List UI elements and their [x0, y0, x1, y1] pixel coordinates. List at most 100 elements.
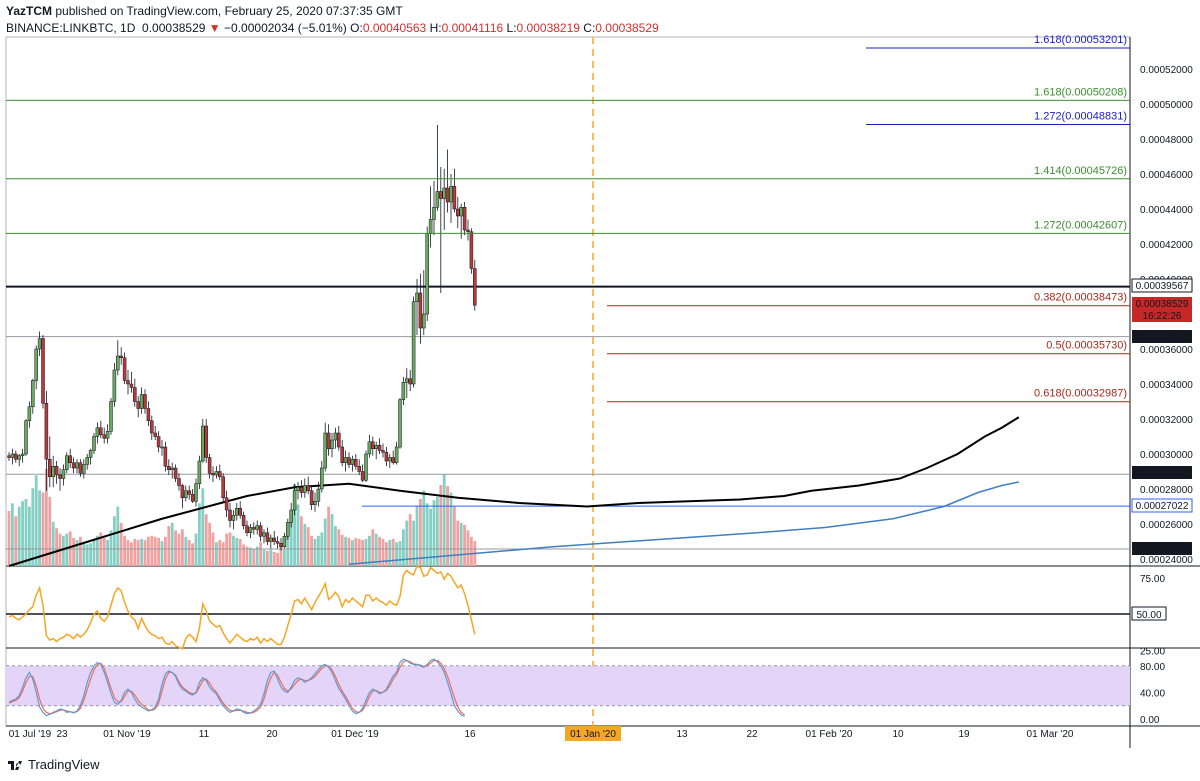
rsi-tick-label: 25.00 — [1140, 646, 1165, 657]
stoch-tick-label: 80.00 — [1140, 662, 1165, 673]
volume-bar — [150, 535, 154, 566]
tradingview-logo-icon[interactable] — [8, 759, 24, 771]
volume-bar — [177, 533, 181, 566]
volume-bar — [398, 541, 402, 566]
candle-body — [218, 471, 222, 477]
candle-body — [364, 453, 368, 481]
volume-bar — [109, 530, 113, 566]
candle-body — [65, 455, 69, 470]
volume-bar — [7, 510, 11, 566]
candle-body — [340, 446, 344, 463]
candle-body — [214, 471, 219, 476]
candle-body — [350, 459, 355, 465]
price-tick-label: 0.00028000 — [1140, 485, 1193, 496]
time-tick-label: 01 Dec '19 — [331, 729, 379, 740]
volume-bar — [79, 536, 82, 566]
candle-body — [347, 457, 351, 465]
candle-body — [425, 233, 429, 315]
candle-body — [411, 301, 416, 385]
candle-body — [371, 441, 375, 449]
brand-name[interactable]: TradingView — [28, 757, 100, 772]
candle-body — [51, 466, 55, 477]
candle-body — [197, 460, 202, 484]
volume-bar — [41, 492, 45, 566]
volume-bar — [130, 542, 133, 566]
symbol-name[interactable]: BINANCE:LINKBTC, 1D — [6, 21, 136, 35]
candle-body — [119, 355, 123, 358]
volume-bar — [262, 549, 266, 566]
candle-body — [435, 191, 440, 208]
fib-label: 1.272(0.00048831) — [1034, 110, 1127, 122]
candle-body — [377, 445, 382, 451]
time-tick-label: 01 Nov '19 — [103, 729, 151, 740]
volume-bar — [140, 539, 143, 566]
candle-body — [190, 494, 195, 502]
publisher-name[interactable]: YazTCM — [6, 4, 53, 18]
volume-bar — [14, 516, 18, 566]
candle-body — [82, 464, 86, 474]
volume-bar — [371, 529, 375, 566]
volume-bar — [191, 543, 194, 566]
time-tick-label: 01 Feb '20 — [806, 729, 853, 740]
price-tick-label: 0.00048000 — [1140, 135, 1193, 146]
candle-body — [388, 457, 392, 462]
candle-body — [330, 439, 334, 449]
volume-bar — [106, 540, 109, 566]
candle-body — [462, 207, 467, 231]
volume-bar — [252, 548, 256, 566]
candle-body — [235, 508, 239, 516]
volume-bar — [364, 539, 368, 566]
candle-body — [163, 446, 168, 467]
price-label: 0.00024575 — [1136, 544, 1189, 555]
volume-bar — [143, 540, 147, 566]
volume-bar — [75, 540, 79, 566]
candle-body — [75, 462, 79, 469]
candle-body — [88, 450, 93, 458]
candle-body — [360, 471, 365, 481]
candle-body — [99, 427, 103, 435]
candle-body — [146, 408, 151, 421]
candle-body — [432, 207, 436, 220]
volume-bar — [276, 553, 279, 566]
ma-blue-line — [348, 481, 1019, 565]
time-tick-label: 19 — [958, 729, 970, 740]
time-tick-label: 01 Mar '20 — [1027, 729, 1074, 740]
candle-body — [313, 501, 317, 505]
volume-bar — [194, 533, 198, 566]
time-tick-label: 20 — [266, 729, 278, 740]
fib-levels: 1.618(0.00053201) 1.618(0.00050208) 1.272(… — [6, 34, 1130, 403]
volume-bar — [232, 535, 235, 566]
price-tick-label: 0.00046000 — [1140, 170, 1193, 181]
volume-bar — [160, 541, 164, 566]
volume-bar — [446, 486, 449, 566]
volume-bar — [153, 536, 157, 566]
price-label-bg — [1132, 297, 1192, 310]
fib-label: 0.382(0.00038473) — [1034, 292, 1127, 304]
price-tick-label: 0.00026000 — [1140, 520, 1193, 531]
volume-bar — [334, 526, 337, 566]
candle-body — [439, 191, 443, 199]
volume-bar — [181, 529, 184, 566]
candle-body — [306, 485, 310, 491]
candle-body — [269, 537, 273, 542]
price-tick-label: 0.00042000 — [1140, 240, 1193, 251]
volume-bar — [374, 533, 378, 566]
volume-bar — [412, 520, 415, 566]
price-label: 0.00038529 — [1136, 299, 1189, 310]
candle-body — [85, 457, 89, 465]
candle-body — [139, 394, 144, 409]
stoch-tick-label: 0.00 — [1140, 715, 1160, 726]
volume-bar — [323, 518, 327, 566]
time-tick-label: 13 — [676, 729, 688, 740]
volume-bar — [187, 540, 191, 566]
volume-bar — [347, 537, 351, 566]
candle-body — [255, 525, 259, 530]
volume-bar — [408, 514, 412, 566]
horizontal-lines — [6, 285, 1130, 550]
low-label: L: — [506, 21, 517, 35]
volume-bar — [439, 485, 443, 566]
volume-bar — [310, 535, 313, 566]
candle-body — [14, 453, 18, 460]
volume-bar — [266, 550, 269, 566]
